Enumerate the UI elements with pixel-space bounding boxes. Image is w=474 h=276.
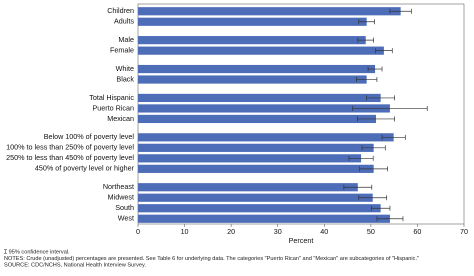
bar [138, 214, 390, 223]
error-bar [358, 195, 388, 201]
footnote: NOTES: Crude (unadjusted) percentages ar… [4, 256, 419, 262]
error-bar [381, 134, 406, 140]
bar [138, 64, 376, 74]
x-tick-label: 0 [136, 227, 140, 236]
y-tick-label: Children [107, 6, 134, 15]
bar [138, 154, 362, 163]
y-tick-label: West [118, 214, 134, 223]
x-tick-label: 50 [367, 227, 375, 236]
x-tick-label: 70 [460, 227, 468, 236]
bar [138, 114, 376, 124]
error-bar [361, 145, 386, 151]
bar [138, 183, 358, 192]
y-tick-label: South [115, 203, 134, 212]
error-bar [366, 95, 395, 101]
error-bar [359, 166, 388, 172]
bar [138, 193, 373, 202]
error-bar [357, 37, 375, 43]
bar [138, 204, 381, 213]
y-tick-label: 100% to less than 250% of poverty level [6, 143, 134, 152]
error-bar [376, 216, 404, 222]
y-tick-label: Northeast [103, 182, 134, 191]
y-tick-label: 450% of poverty level or higher [35, 164, 135, 173]
bar [138, 7, 401, 16]
bar [138, 36, 366, 45]
error-bar [367, 66, 383, 72]
error-bar [375, 48, 393, 54]
y-tick-label: Midwest [108, 193, 134, 202]
error-bar [357, 116, 395, 122]
error-bar [358, 19, 375, 25]
y-tick-label: White [116, 64, 134, 73]
y-tick-label: Mexican [107, 114, 134, 123]
bar [138, 75, 367, 84]
y-tick-label: Black [116, 74, 134, 83]
y-tick-label: Puerto Rican [92, 103, 134, 112]
bar [138, 46, 384, 55]
y-tick-label: Male [118, 35, 134, 44]
x-tick-label: 20 [227, 227, 235, 236]
y-tick-label: Adults [114, 17, 134, 26]
x-tick-label: 30 [274, 227, 282, 236]
error-bar [389, 8, 412, 14]
bar [138, 133, 394, 142]
x-tick-label: 60 [413, 227, 421, 236]
error-bar [343, 184, 373, 190]
footnote: Ɪ 95% confidence interval. [4, 249, 70, 255]
bar [138, 104, 390, 113]
y-tick-label: 250% to less than 450% of poverty level [6, 153, 134, 162]
footnote: SOURCE: CDC/NCHS, National Health Interv… [4, 262, 146, 268]
y-tick-label: Female [110, 46, 134, 55]
x-axis-label: Percent [289, 236, 314, 245]
x-tick-label: 40 [320, 227, 328, 236]
y-tick-label: Below 100% of poverty level [44, 132, 135, 141]
y-tick-label: Total Hispanic [89, 93, 134, 102]
bar [138, 143, 374, 152]
bar [138, 17, 367, 26]
plot-frame [137, 3, 465, 225]
error-bar [352, 105, 428, 111]
error-bar [356, 77, 378, 83]
bar [138, 164, 374, 173]
error-bar [348, 155, 374, 161]
bar [138, 93, 381, 103]
x-tick-label: 10 [181, 227, 189, 236]
error-bar [370, 205, 391, 211]
